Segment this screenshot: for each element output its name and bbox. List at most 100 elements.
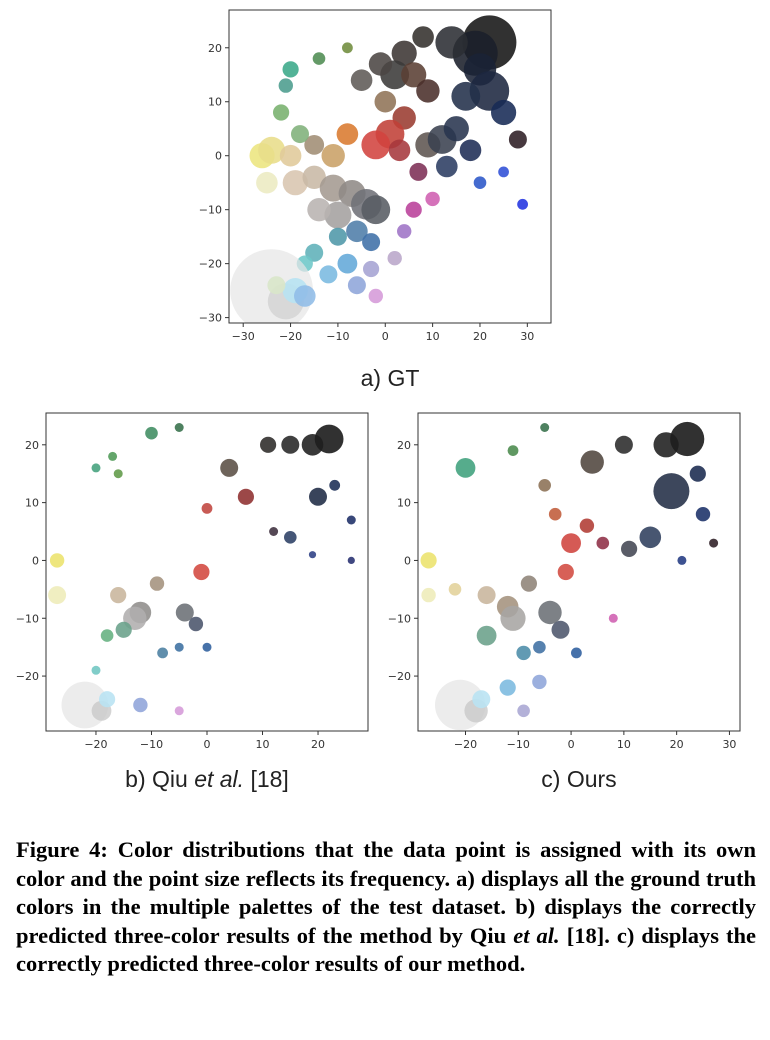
- scatter-point: [202, 642, 212, 652]
- x-tick-label: −20: [279, 330, 302, 343]
- scatter-point: [639, 526, 662, 549]
- plot-frame-a: [228, 9, 552, 324]
- scatter-point: [329, 479, 341, 491]
- scatter-point: [291, 125, 309, 144]
- x-tick-label: −10: [507, 738, 530, 751]
- scatter-point: [477, 586, 496, 605]
- scatter-point: [608, 613, 618, 623]
- scatter-point: [520, 575, 538, 592]
- x-tick-label: 20: [670, 738, 684, 751]
- panel-label-a: a) GT: [361, 365, 420, 391]
- scatter-point: [201, 503, 213, 514]
- x-tick-label: 20: [473, 330, 487, 343]
- scatter-point: [282, 170, 308, 196]
- y-tick-label: −20: [16, 670, 39, 683]
- x-tick-label: 10: [256, 738, 270, 751]
- scatter-point: [346, 220, 368, 243]
- y-tick-label: −30: [199, 312, 222, 325]
- scatter-point: [220, 458, 239, 477]
- scatter-point: [472, 690, 491, 709]
- scatter-point: [391, 40, 417, 66]
- x-tick-label: 30: [520, 330, 534, 343]
- scatter-point: [409, 162, 428, 181]
- scatter-point: [91, 665, 101, 675]
- scatter-point: [284, 531, 297, 544]
- scatter-point: [361, 195, 391, 225]
- scatter-point: [342, 42, 353, 54]
- scatter-point: [499, 679, 516, 696]
- scatter-point: [350, 69, 373, 91]
- y-tick-label: −20: [388, 670, 411, 683]
- scatter-point: [48, 586, 67, 605]
- y-tick-label: −10: [16, 612, 39, 625]
- scatter-point: [309, 487, 327, 506]
- y-tick-label: 20: [25, 439, 39, 452]
- scatter-point: [421, 587, 436, 603]
- scatter-point: [388, 139, 411, 162]
- scatter-point: [436, 155, 458, 178]
- scatter-point: [538, 600, 562, 625]
- scatter-point: [476, 625, 497, 646]
- scatter-point: [149, 576, 165, 591]
- scatter-point: [401, 62, 427, 88]
- scatter-point: [507, 445, 519, 456]
- scatter-point: [174, 706, 184, 716]
- panel-gt: −30 −20 −10 0 10 20 30 −30 −20 −10 0 10 20 a) GT: [199, 9, 552, 391]
- scatter-point: [174, 423, 184, 432]
- scatter-point: [420, 552, 437, 569]
- scatter-point: [557, 563, 574, 581]
- scatter-point: [448, 583, 462, 596]
- scatter-point: [256, 171, 278, 194]
- caption-etal: et al.: [513, 922, 560, 948]
- y-tick-label: 10: [25, 497, 39, 510]
- scatter-point: [670, 421, 705, 457]
- scatter-point: [405, 201, 422, 218]
- y-tick-label: 0: [32, 554, 39, 567]
- scatter-point: [361, 130, 391, 160]
- scatter-point: [653, 432, 679, 458]
- scatter-point: [312, 52, 326, 65]
- x-tick-label: −20: [84, 738, 107, 751]
- scatter-point: [443, 116, 469, 142]
- scatter-point: [387, 251, 402, 266]
- scatter-point: [110, 587, 127, 604]
- scatter-point: [347, 276, 366, 295]
- scatter-point: [500, 605, 526, 631]
- panel-qiu: −20 −10 0 10 20 −20 −10 0 10 20 b) Qiu et al. [18]: [16, 412, 369, 792]
- scatter-point: [412, 26, 434, 48]
- scatter-point: [363, 260, 380, 278]
- x-tick-label: 30: [722, 738, 736, 751]
- scatter-point: [491, 99, 517, 126]
- scatter-point: [91, 463, 101, 473]
- y-tick-label: 0: [215, 150, 222, 163]
- scatter-point: [455, 458, 476, 478]
- scatter-point: [133, 697, 148, 713]
- scatter-point: [580, 450, 604, 474]
- scatter-point: [278, 78, 293, 93]
- x-tick-label: −20: [454, 738, 477, 751]
- x-tick-label: 10: [617, 738, 631, 751]
- scatter-point: [337, 253, 358, 274]
- scatter-point: [193, 563, 210, 581]
- scatter-point: [689, 465, 706, 482]
- scatter-point: [614, 435, 633, 454]
- figure-caption: Figure 4: Color distributions that the d…: [16, 836, 756, 979]
- scatter-point: [100, 629, 114, 642]
- scatter-point: [517, 198, 528, 210]
- x-tick-label: 20: [311, 738, 325, 751]
- scatter-point: [99, 691, 116, 708]
- scatter-point: [362, 233, 381, 252]
- scatter-point: [561, 533, 581, 553]
- scatter-point: [425, 191, 440, 207]
- x-tick-label: 0: [382, 330, 389, 343]
- scatter-point: [113, 469, 123, 479]
- scatter-point: [621, 540, 638, 558]
- scatter-point: [709, 538, 719, 548]
- scatter-point: [49, 553, 65, 568]
- y-tick-label: −10: [199, 204, 222, 217]
- x-tick-label: −10: [326, 330, 349, 343]
- scatter-point: [677, 555, 687, 565]
- scatter-points-c: [420, 421, 719, 731]
- scatter-point: [533, 640, 546, 654]
